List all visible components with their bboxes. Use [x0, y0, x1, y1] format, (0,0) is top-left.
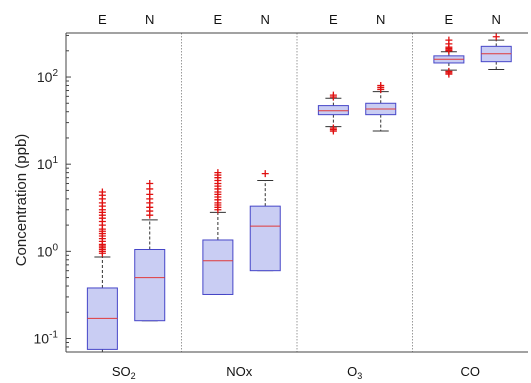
subgroup-label: E [214, 12, 223, 27]
box-O3-E [317, 91, 349, 135]
box-O3-N [365, 81, 397, 132]
group-label: CO [461, 364, 481, 379]
box-NOx-N [249, 170, 281, 272]
group-label: O3 [347, 364, 362, 381]
group-label: NOx [226, 364, 253, 379]
box-NOx-E [202, 169, 234, 295]
y-tick-label: 10-1 [34, 329, 59, 346]
subgroup-label: E [98, 12, 107, 27]
outlier-point [98, 188, 106, 196]
iqr-box [202, 239, 234, 295]
subgroup-label: E [329, 12, 338, 27]
y-tick-label: 102 [37, 68, 59, 85]
separator-layer [181, 33, 413, 352]
outlier-point [146, 180, 154, 188]
outlier-point [329, 91, 337, 99]
iqr-box [249, 205, 281, 272]
subgroup-label: N [376, 12, 385, 27]
y-axis-label: Concentration (ppb) [13, 134, 30, 267]
subgroup-label: N [145, 12, 154, 27]
iqr-box [134, 248, 166, 322]
outlier-point [377, 81, 385, 89]
outlier-point [329, 124, 337, 132]
outlier-point [492, 33, 500, 41]
outlier-point [214, 169, 222, 177]
box-CO-N [480, 33, 512, 71]
box-SO2-E [86, 188, 118, 353]
subgroup-label: N [261, 12, 270, 27]
outlier-point [261, 170, 269, 178]
box-CO-E [433, 36, 465, 78]
outlier-point [445, 36, 453, 44]
iqr-box [317, 105, 349, 116]
y-tick-label: 101 [37, 155, 59, 172]
box-layer [86, 33, 512, 353]
outlier-point [445, 67, 453, 75]
subgroup-label: N [492, 12, 501, 27]
group-label: SO2 [112, 364, 136, 381]
subgroup-label: E [445, 12, 454, 27]
y-tick-label: 100 [37, 242, 59, 259]
box-SO2-N [134, 180, 166, 322]
